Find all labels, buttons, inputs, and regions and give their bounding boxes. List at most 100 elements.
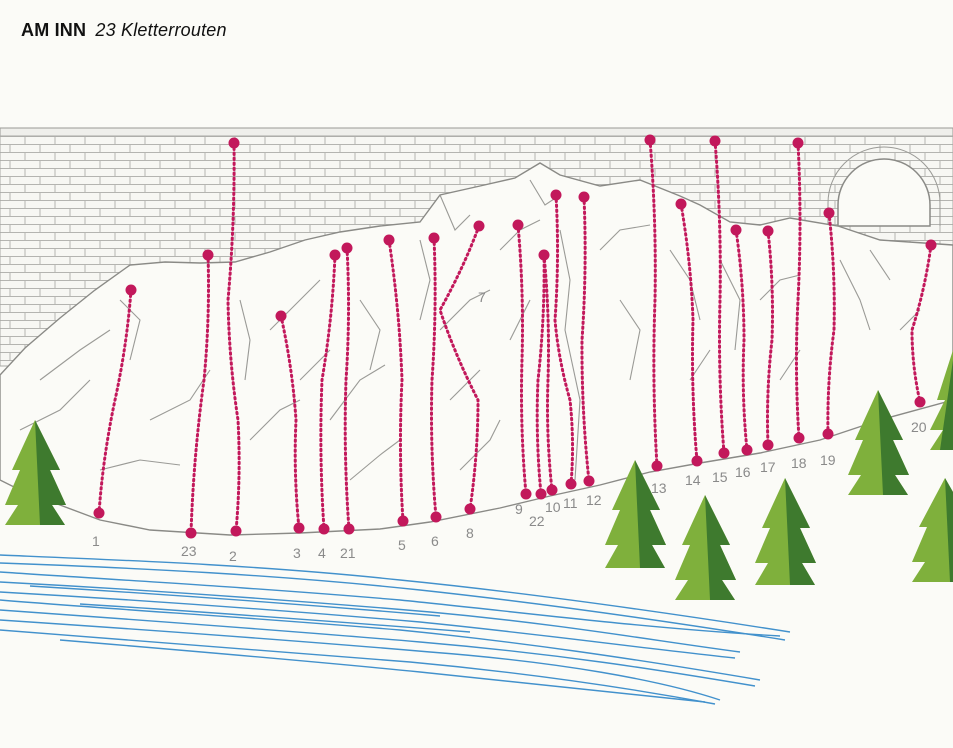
route-line: [343, 246, 351, 531]
route-anchor: [383, 234, 395, 246]
route-number: 20: [911, 419, 927, 435]
route-line: [794, 141, 802, 440]
route-number: 21: [340, 545, 356, 561]
route-15[interactable]: 15: [709, 135, 730, 486]
route-13[interactable]: 13: [644, 134, 667, 497]
route-line: [542, 253, 554, 492]
tunnel-arch: [837, 158, 931, 227]
route-line: [648, 138, 659, 468]
route-number: 9: [515, 501, 523, 517]
route-number: 10: [545, 499, 561, 515]
tree-icon: [912, 478, 953, 582]
route-3[interactable]: 3: [275, 310, 305, 562]
route-number: 13: [651, 480, 667, 496]
route-start: [464, 503, 476, 515]
route-start: [565, 478, 577, 490]
route-8[interactable]: 8: [438, 220, 485, 542]
route-anchor: [730, 224, 742, 236]
route-22[interactable]: 22: [529, 253, 547, 529]
route-19[interactable]: 19: [820, 207, 836, 469]
route-17[interactable]: 17: [760, 225, 776, 476]
route-line: [226, 141, 241, 533]
route-count-subtitle: 23 Kletterrouten: [95, 20, 227, 40]
route-start: [230, 525, 242, 537]
route-line: [580, 195, 591, 483]
route-23[interactable]: 23: [181, 249, 214, 560]
route-anchor: [709, 135, 721, 147]
trees: [5, 350, 953, 600]
route-start: [318, 523, 330, 535]
route-number: 11: [563, 495, 578, 511]
route-6[interactable]: 6: [428, 232, 442, 550]
tree-icon: [930, 350, 953, 450]
route-21[interactable]: 21: [340, 242, 356, 562]
tree-icon: [848, 390, 909, 495]
route-anchor: [125, 284, 137, 296]
route-2[interactable]: 2: [226, 137, 242, 565]
route-12[interactable]: 12: [578, 191, 602, 509]
route-number: 2: [229, 548, 237, 564]
route-line: [713, 139, 726, 455]
route-line: [97, 288, 133, 515]
route-number: 18: [791, 455, 807, 471]
route-anchor: [275, 310, 287, 322]
route-14[interactable]: 14: [675, 198, 703, 489]
tree-icon: [755, 478, 816, 585]
tree-icon: [5, 420, 66, 525]
route-line: [910, 243, 933, 404]
route-number: 14: [685, 472, 701, 488]
route-5[interactable]: 5: [383, 234, 409, 554]
route-number: 3: [293, 545, 301, 561]
tree-icon: [675, 495, 736, 600]
route-line: [766, 229, 774, 447]
route-anchor: [428, 232, 440, 244]
route-number: 1: [92, 533, 100, 549]
route-start: [185, 527, 197, 539]
route-number: 8: [466, 525, 474, 541]
route-20[interactable]: 20: [910, 239, 937, 436]
route-start: [691, 455, 703, 467]
route-anchor: [341, 242, 353, 254]
route-number: 17: [760, 459, 776, 475]
route-number: 6: [431, 533, 439, 549]
route-10[interactable]: 10: [538, 249, 561, 516]
route-number: 5: [398, 537, 406, 553]
route-line: [535, 253, 546, 496]
route-line: [387, 238, 405, 523]
route-9[interactable]: 9: [512, 219, 532, 518]
route-18[interactable]: 18: [791, 137, 807, 472]
route-anchor: [512, 219, 524, 231]
route-number: 12: [586, 492, 602, 508]
route-number: 15: [712, 469, 728, 485]
route-number: 19: [820, 452, 836, 468]
route-line: [553, 193, 575, 486]
route-number: 16: [735, 464, 751, 480]
route-anchor: [675, 198, 687, 210]
route-line: [279, 314, 301, 530]
route-anchor: [762, 225, 774, 237]
route-start: [793, 432, 805, 444]
route-start: [546, 484, 558, 496]
route-1[interactable]: 1: [92, 284, 137, 550]
route-number: 23: [181, 543, 197, 559]
route-start: [93, 507, 105, 519]
route-anchor: [228, 137, 240, 149]
crag-name: AM INN: [21, 20, 87, 40]
route-start: [718, 447, 730, 459]
route-7[interactable]: 7: [478, 289, 486, 305]
route-start: [762, 439, 774, 451]
route-11[interactable]: 11: [550, 189, 578, 512]
route-line: [516, 223, 528, 496]
route-anchor: [578, 191, 590, 203]
route-start: [343, 523, 355, 535]
route-4[interactable]: 4: [318, 249, 341, 562]
route-anchor: [792, 137, 804, 149]
route-anchor: [644, 134, 656, 146]
route-start: [293, 522, 305, 534]
route-16[interactable]: 16: [730, 224, 753, 481]
route-start: [535, 488, 547, 500]
route-start: [430, 511, 442, 523]
route-start: [397, 515, 409, 527]
route-line: [319, 253, 337, 531]
